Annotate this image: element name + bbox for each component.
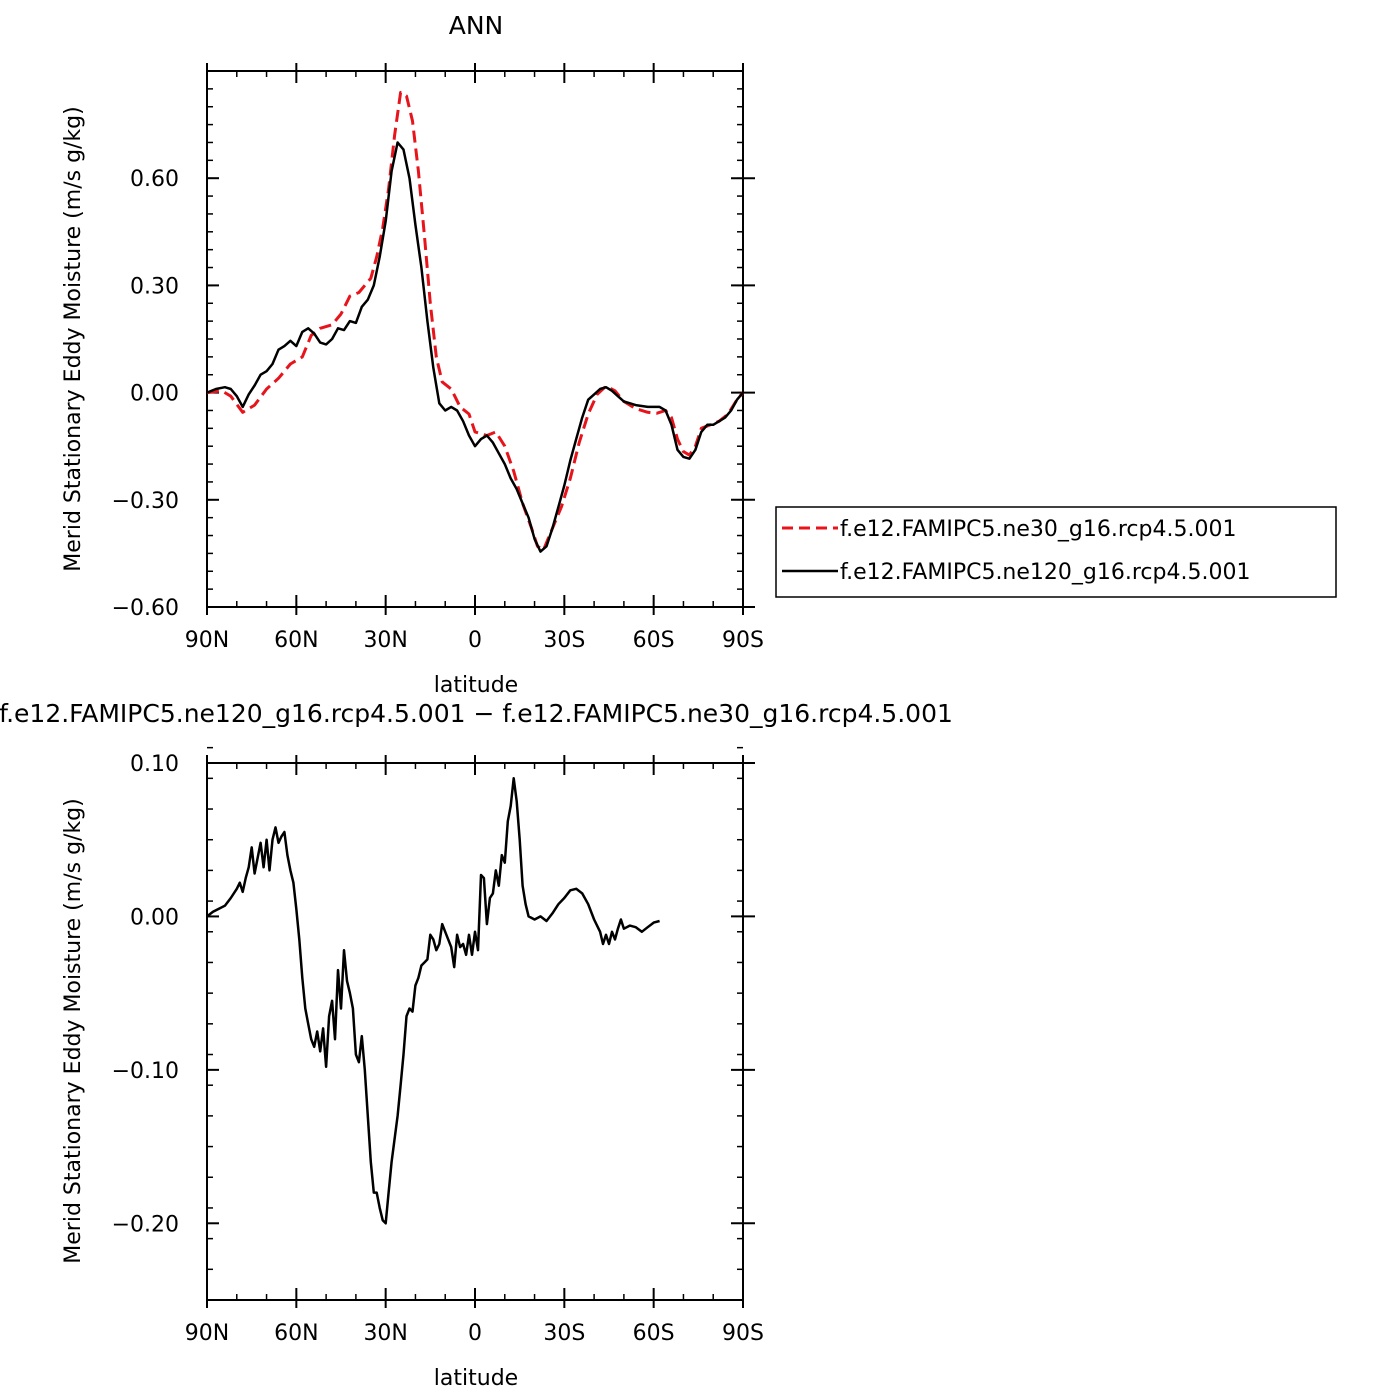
top-series-line-0 [206,90,745,552]
bottom-plot-frame [206,762,744,1301]
top-x-tick-label: 60S [633,628,675,653]
y-axis-label: Merid Stationary Eddy Moisture (m/s g/kg… [61,106,86,571]
bottom-x-tick-label: 90S [722,1321,764,1346]
x-axis-label: latitude [434,673,518,698]
bottom-series-line-0 [206,777,660,1225]
legend-entry-ne30: f.e12.FAMIPC5.ne30_g16.rcp4.5.001 [840,517,1236,542]
top-x-tick-label: 0 [468,628,482,653]
top-tick-labels: 90N 60N 30N 0 30S 60S 90S −0.60 −0.30 0.00 0.30 0.6… [112,167,764,653]
chart-title: ANN [449,11,504,40]
top-y-tick-label: 0.30 [130,274,179,299]
top-axis-ticks [206,63,755,615]
top-plot-frame [206,70,744,608]
legend-entry-ne120: f.e12.FAMIPC5.ne120_g16.rcp4.5.001 [840,560,1250,585]
bottom-x-tick-label: 0 [468,1321,482,1346]
bottom-y-tick-label: 0.00 [130,905,179,930]
x-axis-label-bottom: latitude [434,1366,518,1391]
bottom-series-lines [206,777,660,1225]
bottom-tick-labels: 90N 60N 30N 0 30S 60S 90S −0.20 −0.10 0.00 0.10 [112,752,764,1346]
bottom-y-tick-label: −0.20 [112,1212,179,1237]
top-x-tick-label: 30S [543,628,585,653]
bottom-x-tick-label: 60S [633,1321,675,1346]
bottom-x-tick-label: 90N [185,1321,229,1346]
top-x-tick-label: 90S [722,628,764,653]
top-series-lines [206,90,745,553]
top-x-tick-label: 30N [363,628,407,653]
y-axis-label-bottom: Merid Stationary Eddy Moisture (m/s g/kg… [61,798,86,1263]
bottom-y-tick-label: 0.10 [130,752,179,777]
top-y-tick-label: 0.00 [130,382,179,407]
bottom-axis-ticks [206,746,755,1308]
top-y-tick-label: −0.30 [112,489,179,514]
top-series-line-1 [206,141,744,553]
bottom-x-tick-label: 30N [363,1321,407,1346]
bottom-y-tick-label: −0.10 [112,1059,179,1084]
top-y-tick-label: −0.60 [112,596,179,621]
legend: f.e12.FAMIPC5.ne30_g16.rcp4.5.001 f.e12.… [775,506,1337,598]
difference-chart-title: f.e12.FAMIPC5.ne120_g16.rcp4.5.001 − f.e… [0,699,953,728]
legend-box [775,506,1337,598]
top-x-tick-label: 90N [185,628,229,653]
bottom-x-tick-label: 30S [543,1321,585,1346]
bottom-x-tick-label: 60N [274,1321,318,1346]
top-y-tick-label: 0.60 [130,167,179,192]
top-x-tick-label: 60N [274,628,318,653]
